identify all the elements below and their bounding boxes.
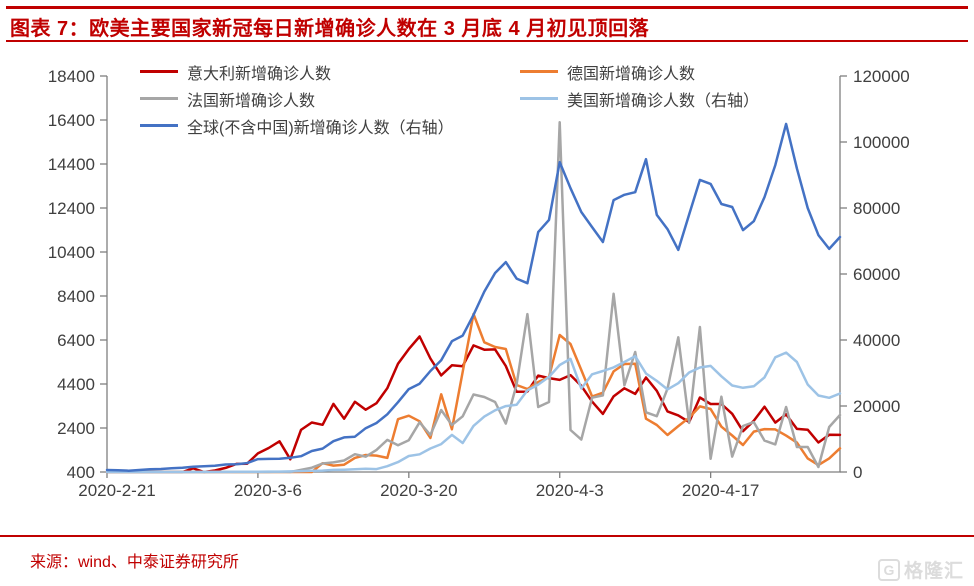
y-right-tick-label: 60000 [853, 265, 900, 284]
series-line-italy [105, 335, 842, 474]
y-right-tick-label: 80000 [853, 199, 900, 218]
y-left-tick-label: 400 [67, 463, 95, 482]
series-line-france [105, 120, 842, 474]
legend-item-global: 全球(不含中国)新增确诊人数（右轴） [140, 116, 520, 137]
y-left-tick-label: 8400 [57, 287, 95, 306]
legend-label: 全球(不含中国)新增确诊人数（右轴） [187, 119, 454, 137]
footer-rule [0, 535, 974, 537]
legend-line-swatch [520, 97, 558, 100]
y-left-tick-label: 16400 [48, 111, 95, 130]
y-left-tick-label: 4400 [57, 375, 95, 394]
y-left-tick-label: 18400 [48, 67, 95, 86]
legend-label: 德国新增确诊人数 [567, 65, 696, 83]
series-line-us [105, 351, 842, 474]
watermark-label: 格隆汇 [903, 561, 964, 582]
top-rule [6, 6, 968, 9]
legend-item-us: 美国新增确诊人数（右轴） [520, 89, 760, 110]
y-right-tick-label: 40000 [853, 331, 900, 350]
series-line-global [105, 122, 842, 472]
legend-item-italy: 意大利新增确诊人数 [140, 62, 520, 83]
legend-item-germany: 德国新增确诊人数 [520, 62, 759, 83]
legend-line-swatch [140, 124, 178, 127]
legend-line-swatch [520, 70, 558, 73]
x-tick-label: 2020-4-3 [536, 481, 604, 500]
legend-line-swatch [140, 97, 178, 100]
x-tick-label: 2020-3-20 [380, 481, 458, 500]
source-note: 来源：wind、中泰证券研究所 [30, 554, 239, 571]
y-left-tick-label: 12400 [48, 199, 95, 218]
x-tick-label: 2020-4-17 [682, 481, 760, 500]
figure-title: 图表 7：欧美主要国家新冠每日新增确诊人数在 3 月底 4 月初见顶回落 [10, 18, 650, 40]
chart-legend: 意大利新增确诊人数 德国新增确诊人数 法国新增确诊人数 美国新增确诊人数（右轴）… [140, 62, 760, 137]
y-left-tick-label: 2400 [57, 419, 95, 438]
y-right-tick-label: 20000 [853, 397, 900, 416]
y-left-tick-label: 14400 [48, 155, 95, 174]
gelonghui-logo-icon: G [877, 558, 900, 581]
y-left-tick-label: 10400 [48, 243, 95, 262]
y-left-tick-label: 6400 [57, 331, 95, 350]
y-right-tick-label: 0 [853, 463, 862, 482]
legend-item-france: 法国新增确诊人数 [140, 89, 520, 110]
legend-label: 意大利新增确诊人数 [187, 65, 332, 83]
y-right-tick-label: 120000 [853, 67, 910, 86]
watermark: G 格隆汇 [877, 556, 964, 583]
legend-line-swatch [140, 70, 178, 73]
legend-label: 美国新增确诊人数（右轴） [567, 92, 760, 110]
title-underline [6, 40, 968, 42]
x-tick-label: 2020-3-6 [234, 481, 302, 500]
y-right-tick-label: 100000 [853, 133, 910, 152]
legend-label: 法国新增确诊人数 [187, 92, 316, 110]
x-tick-label: 2020-2-21 [78, 481, 156, 500]
